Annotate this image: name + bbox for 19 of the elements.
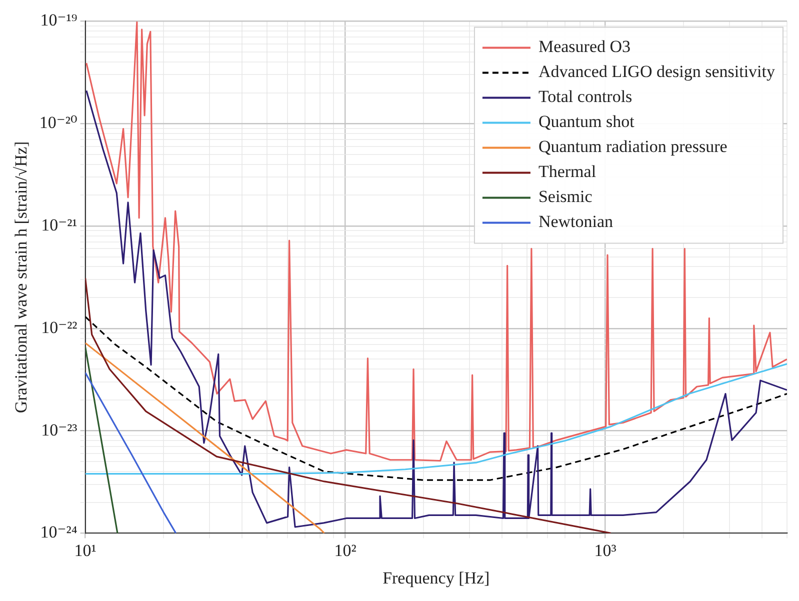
y-tick-label: 10⁻²² — [41, 318, 78, 337]
legend-label: Seismic — [538, 187, 593, 206]
legend-label: Thermal — [538, 162, 596, 182]
y-tick-label: 10⁻²³ — [41, 420, 78, 440]
legend-label: Measured O3 — [538, 37, 631, 56]
legend-label: Advanced LIGO design sensitivity — [538, 62, 776, 82]
y-tick-label: 10⁻²⁰ — [39, 113, 78, 132]
legend-label: Newtonian — [538, 212, 614, 232]
y-tick-label: 10⁻²⁴ — [40, 522, 78, 542]
x-axis-title: Frequency [Hz] — [382, 568, 490, 588]
y-tick-label: 10⁻²¹ — [41, 215, 78, 234]
legend-label: Total controls — [538, 87, 632, 106]
x-tick-label: 10³ — [594, 540, 616, 560]
legend-label: Quantum radiation pressure — [538, 137, 728, 156]
y-axis-title: Gravitational wave strain h [strain/√Hz] — [12, 141, 31, 414]
x-tick-label: 10² — [334, 540, 356, 560]
legend-label: Quantum shot — [538, 112, 635, 132]
y-tick-label: 10⁻¹⁹ — [40, 10, 78, 30]
x-tick-label: 10¹ — [74, 540, 96, 560]
